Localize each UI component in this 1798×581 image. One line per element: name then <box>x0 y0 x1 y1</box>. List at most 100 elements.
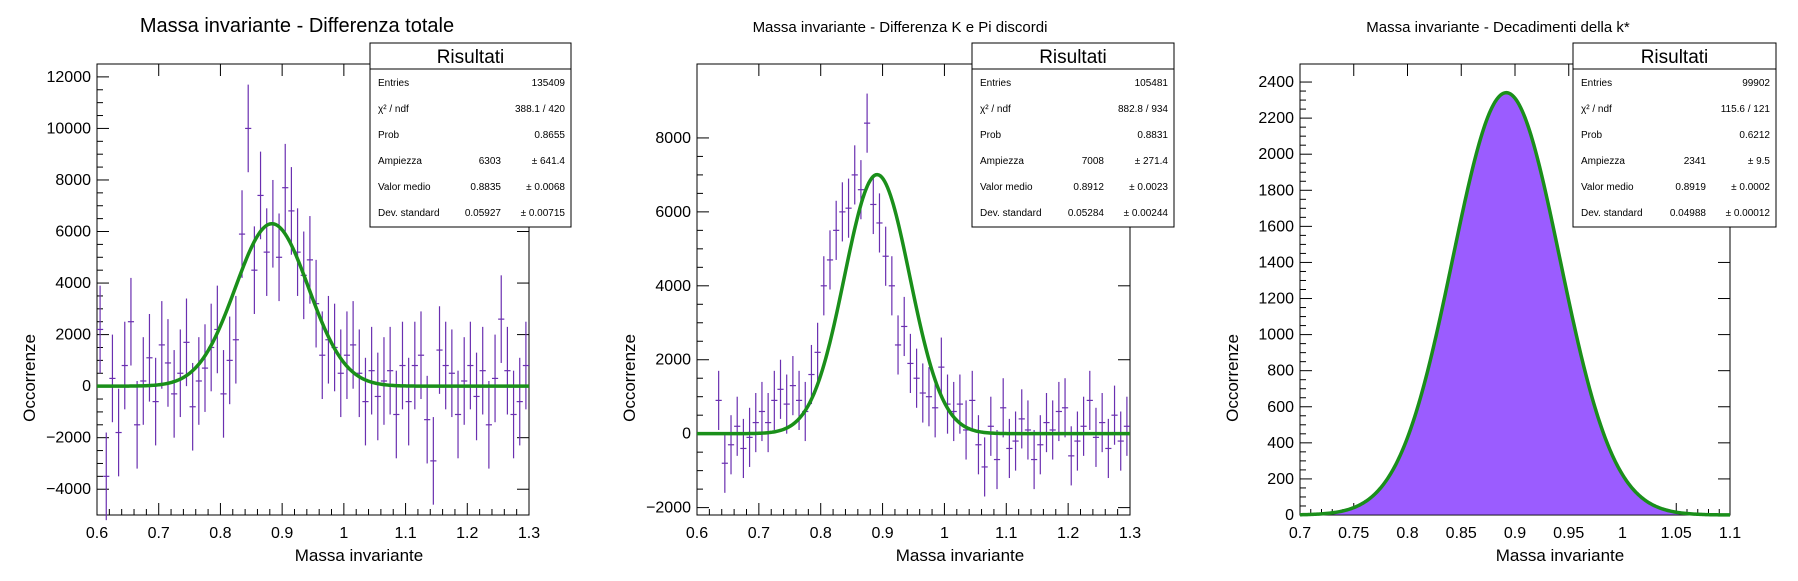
stats-label: χ² / ndf <box>378 104 409 115</box>
stats-label: Dev. standard <box>980 208 1042 219</box>
stats-label: χ² / ndf <box>980 104 1011 115</box>
x-tick-label: 0.7 <box>1289 525 1311 542</box>
y-tick-label: 0 <box>682 426 691 443</box>
stats-value: 115.6 / 121 <box>1721 104 1771 115</box>
y-tick-label: 4000 <box>655 278 691 295</box>
chart-title: Massa invariante - Differenza totale <box>140 15 454 37</box>
y-tick-label: 0 <box>82 378 91 395</box>
stats-value: 7008 <box>1082 156 1105 167</box>
chart-3: Massa invariante - Decadimenti della k* 0… <box>1223 19 1777 565</box>
stats-box-frame <box>971 42 1175 228</box>
y-tick-label: 6000 <box>655 204 691 221</box>
x-tick-label: 1 <box>339 525 348 542</box>
y-tick-label: 2000 <box>55 327 91 344</box>
y-axis-label: Occorrenze <box>620 334 639 422</box>
x-tick-label: 0.7 <box>148 525 170 542</box>
y-tick-label: 8000 <box>655 130 691 147</box>
stats-label: Valor medio <box>980 182 1033 193</box>
stats-box-frame <box>1572 42 1777 228</box>
stats-label: Prob <box>980 130 1002 141</box>
stats-label: Entries <box>1581 78 1612 89</box>
chart-title: Massa invariante - Differenza K e Pi dis… <box>753 19 1048 36</box>
y-tick-label: −2000 <box>46 430 91 447</box>
x-tick-label: 0.85 <box>1446 525 1477 542</box>
y-tick-label: 6000 <box>55 224 91 241</box>
stats-error: ± 0.00012 <box>1726 208 1771 219</box>
stats-error: ± 271.4 <box>1135 156 1169 167</box>
x-tick-label: 1 <box>1618 525 1627 542</box>
x-tick-label: 0.6 <box>686 525 708 542</box>
plot-area <box>97 84 529 521</box>
stats-value: 0.8919 <box>1675 182 1706 193</box>
x-axis-label: Massa invariante <box>1496 546 1625 565</box>
plot-area <box>697 93 1130 497</box>
stats-box: Risultati Entries 105481 χ² / ndf 882.8 / 93… <box>971 42 1175 228</box>
fit-curve <box>697 172 1130 436</box>
y-tick-label: 200 <box>1267 471 1294 488</box>
x-tick-label: 0.6 <box>86 525 108 542</box>
fit-curve <box>97 221 529 388</box>
x-tick-label: 0.8 <box>209 525 231 542</box>
stats-label: Valor medio <box>1581 182 1634 193</box>
y-axis-label: Occorrenze <box>20 334 39 422</box>
y-tick-label: 8000 <box>55 172 91 189</box>
stats-value: 2341 <box>1684 156 1707 167</box>
chart-2: Massa invariante - Differenza K e Pi dis… <box>620 19 1175 565</box>
stats-label: χ² / ndf <box>1581 104 1612 115</box>
y-tick-label: 2000 <box>1258 146 1294 163</box>
x-tick-label: 0.8 <box>1396 525 1418 542</box>
stats-label: Ampiezza <box>378 156 422 167</box>
stats-label: Valor medio <box>378 182 431 193</box>
stats-label: Entries <box>980 78 1011 89</box>
x-tick-label: 1.3 <box>1119 525 1141 542</box>
y-tick-label: −2000 <box>646 500 691 517</box>
fit-curve <box>1299 90 1731 517</box>
x-tick-label: 0.9 <box>871 525 893 542</box>
plot-area <box>1299 90 1731 517</box>
y-tick-label: 1600 <box>1258 218 1294 235</box>
y-tick-label: 2000 <box>655 352 691 369</box>
stats-value: 0.8912 <box>1073 182 1104 193</box>
stats-error: ± 0.0068 <box>526 182 565 193</box>
stats-label: Entries <box>378 78 409 89</box>
x-tick-label: 0.95 <box>1553 525 1584 542</box>
stats-value: 0.8835 <box>470 182 501 193</box>
stats-label: Dev. standard <box>1581 208 1643 219</box>
x-tick-label: 1.2 <box>1057 525 1079 542</box>
stats-error: ± 0.00244 <box>1124 208 1169 219</box>
y-tick-label: 1200 <box>1258 291 1294 308</box>
chart-title: Massa invariante - Decadimenti della k* <box>1366 19 1630 36</box>
y-tick-label: 2400 <box>1258 74 1294 91</box>
x-tick-label: 1.05 <box>1661 525 1692 542</box>
stats-title: Risultati <box>437 47 505 68</box>
plot-frame <box>96 63 530 516</box>
stats-value: 882.8 / 934 <box>1118 104 1168 115</box>
stats-value: 105481 <box>1135 78 1169 89</box>
y-axis-label: Occorrenze <box>1223 334 1242 422</box>
stats-label: Dev. standard <box>378 208 440 219</box>
chart-1: Massa invariante - Differenza totale 0.6 0… <box>20 15 572 565</box>
stats-title: Risultati <box>1039 47 1107 68</box>
y-tick-label: 400 <box>1267 435 1294 452</box>
stats-value: 0.04988 <box>1670 208 1707 219</box>
x-axis-label: Massa invariante <box>295 546 424 565</box>
stats-error: ± 0.00715 <box>521 208 566 219</box>
y-tick-label: 12000 <box>47 69 92 86</box>
y-tick-label: 1400 <box>1258 254 1294 271</box>
plot-frame <box>696 63 1131 516</box>
stats-value: 0.05927 <box>465 208 502 219</box>
y-tick-label: 4000 <box>55 275 91 292</box>
stats-error: ± 9.5 <box>1748 156 1771 167</box>
stats-value: 0.8831 <box>1137 130 1168 141</box>
stats-value: 0.05284 <box>1068 208 1105 219</box>
stats-box-frame <box>369 42 572 228</box>
stats-box: Risultati Entries 135409 χ² / ndf 388.1 / 42… <box>369 42 572 228</box>
stats-error: ± 0.0023 <box>1129 182 1168 193</box>
stats-error: ± 641.4 <box>532 156 566 167</box>
stats-label: Prob <box>1581 130 1603 141</box>
x-tick-label: 0.75 <box>1338 525 1369 542</box>
x-tick-label: 1 <box>940 525 949 542</box>
y-tick-label: 800 <box>1267 363 1294 380</box>
